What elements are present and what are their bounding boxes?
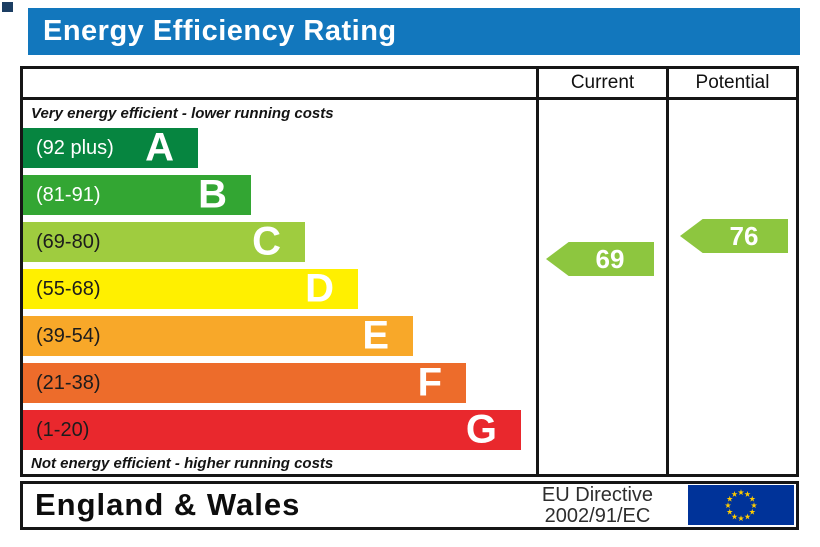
band-c: (69-80) C <box>23 219 305 264</box>
footer: England & Wales EU Directive 2002/91/EC <box>20 481 799 530</box>
band-d: (55-68) D <box>23 266 358 311</box>
column-divider-potential <box>666 69 669 474</box>
band-a-range: (92 plus) <box>36 137 114 159</box>
corner-mark <box>2 2 13 12</box>
band-c-range: (69-80) <box>36 231 101 253</box>
title-bar: Energy Efficiency Rating <box>28 8 800 55</box>
column-header-current: Current <box>570 72 635 93</box>
band-e-letter: E <box>362 313 389 358</box>
potential-rating-value: 76 <box>729 221 759 251</box>
epc-chart: Current Potential Very energy efficient … <box>20 66 799 477</box>
current-arrow: 69 <box>546 242 654 276</box>
note-very-efficient: Very energy efficient - lower running co… <box>31 105 334 122</box>
eu-directive-text: EU Directive 2002/91/EC <box>520 485 675 527</box>
eu-directive-line2: 2002/91/EC <box>544 505 651 527</box>
column-divider-current <box>536 69 539 474</box>
band-d-range: (55-68) <box>36 278 101 300</box>
band-e-range: (39-54) <box>36 325 101 347</box>
band-g-letter: G <box>465 407 497 452</box>
current-rating-value: 69 <box>595 244 625 274</box>
epc-chart-inner: Current Potential Very energy efficient … <box>23 69 796 474</box>
region-label: England & Wales <box>35 487 301 522</box>
band-a: (92 plus) A <box>23 125 198 170</box>
eu-flag-stars <box>724 489 758 522</box>
note-not-efficient: Not energy efficient - higher running co… <box>31 455 334 472</box>
band-f-letter: F <box>417 360 442 405</box>
band-g: (1-20) G <box>23 407 521 452</box>
band-b: (81-91) B <box>23 172 251 217</box>
potential-arrow: 76 <box>680 219 788 253</box>
band-f-range: (21-38) <box>36 372 101 394</box>
band-a-letter: A <box>145 125 174 170</box>
band-b-letter: B <box>198 172 227 217</box>
band-c-letter: C <box>252 219 281 264</box>
band-g-range: (1-20) <box>36 419 90 441</box>
header-underline <box>23 97 796 100</box>
band-e: (39-54) E <box>23 313 413 358</box>
band-f: (21-38) F <box>23 360 466 405</box>
page-title: Energy Efficiency Rating <box>43 15 397 47</box>
band-d-letter: D <box>305 266 334 311</box>
band-b-range: (81-91) <box>36 184 101 206</box>
column-header-potential: Potential <box>695 72 770 93</box>
eu-flag-icon <box>688 485 794 525</box>
eu-directive-line1: EU Directive <box>541 484 654 506</box>
